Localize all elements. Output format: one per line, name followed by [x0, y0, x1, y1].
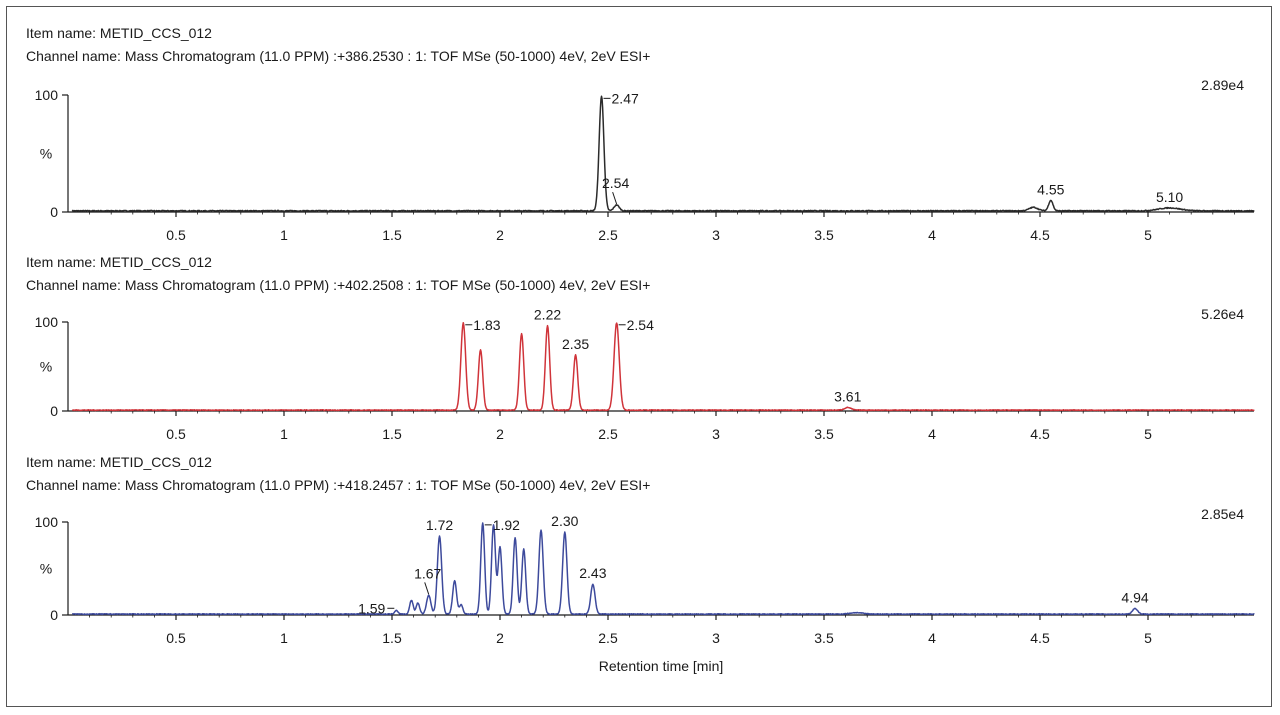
- x-tick-label: 2.5: [598, 426, 618, 442]
- x-tick-label: 4: [928, 227, 936, 243]
- channel-name-label: Channel name: Mass Chromatogram (11.0 PP…: [26, 477, 650, 493]
- peak-label: 1.72: [426, 517, 453, 533]
- x-tick-label: 4.5: [1030, 426, 1050, 442]
- x-tick-label: 5: [1144, 227, 1152, 243]
- peak-label: 1.83: [473, 317, 500, 333]
- chromatogram-trace: [71, 321, 1255, 412]
- x-tick-label: 3.5: [814, 630, 834, 646]
- x-tick-label: 5: [1144, 426, 1152, 442]
- x-tick-label: 0.5: [166, 227, 186, 243]
- x-tick-label: 4.5: [1030, 630, 1050, 646]
- figure-frame: [6, 6, 1272, 707]
- peak-label: 5.10: [1156, 189, 1183, 205]
- y-axis-label: %: [40, 359, 52, 375]
- y-tick-label: 0: [50, 204, 58, 220]
- x-tick-label: 3.5: [814, 227, 834, 243]
- x-tick-label: 1: [280, 227, 288, 243]
- y-tick-label: 0: [50, 607, 58, 623]
- peak-label-leader: [612, 191, 618, 205]
- channel-name-label: Channel name: Mass Chromatogram (11.0 PP…: [26, 48, 650, 64]
- peak-label: 2.30: [551, 513, 578, 529]
- x-axis-label: Retention time [min]: [599, 658, 724, 674]
- item-name-label: Item name: METID_CCS_012: [26, 25, 212, 41]
- peak-label: 2.22: [534, 306, 561, 322]
- y-tick-label: 100: [35, 314, 59, 330]
- x-tick-label: 1.5: [382, 630, 402, 646]
- peak-label: 4.55: [1037, 181, 1064, 197]
- x-tick-label: 2: [496, 630, 504, 646]
- x-tick-label: 3: [712, 227, 720, 243]
- y-axis-label: %: [40, 146, 52, 162]
- peak-label: 4.94: [1121, 589, 1148, 605]
- x-tick-label: 4.5: [1030, 227, 1050, 243]
- peak-label: 2.43: [579, 565, 606, 581]
- peak-label: 1.59: [358, 600, 385, 616]
- peak-label: 1.92: [493, 517, 520, 533]
- chromatogram-trace: [71, 95, 1255, 213]
- peak-label: 2.47: [612, 90, 639, 106]
- channel-name-label: Channel name: Mass Chromatogram (11.0 PP…: [26, 277, 650, 293]
- peak-label: 3.61: [834, 388, 861, 404]
- x-tick-label: 3: [712, 630, 720, 646]
- peak-label: 1.67: [414, 565, 441, 581]
- y-tick-label: 100: [35, 514, 59, 530]
- x-tick-label: 2.5: [598, 227, 618, 243]
- x-tick-label: 2: [496, 426, 504, 442]
- x-tick-label: 4: [928, 426, 936, 442]
- x-tick-label: 5: [1144, 630, 1152, 646]
- intensity-scale-label: 2.89e4: [1201, 77, 1244, 93]
- x-tick-label: 0.5: [166, 426, 186, 442]
- y-axis-label: %: [40, 561, 52, 577]
- y-tick-label: 0: [50, 403, 58, 419]
- x-tick-label: 1: [280, 630, 288, 646]
- intensity-scale-label: 2.85e4: [1201, 506, 1244, 522]
- x-tick-label: 0.5: [166, 630, 186, 646]
- x-tick-label: 2.5: [598, 630, 618, 646]
- x-tick-label: 1: [280, 426, 288, 442]
- y-tick-label: 100: [35, 87, 59, 103]
- x-tick-label: 1.5: [382, 227, 402, 243]
- peak-label: 2.35: [562, 336, 589, 352]
- item-name-label: Item name: METID_CCS_012: [26, 454, 212, 470]
- peak-label-leader: [424, 582, 430, 595]
- peak-label: 2.54: [627, 317, 654, 333]
- x-tick-label: 2: [496, 227, 504, 243]
- x-tick-label: 3.5: [814, 426, 834, 442]
- x-tick-label: 3: [712, 426, 720, 442]
- intensity-scale-label: 5.26e4: [1201, 306, 1244, 322]
- chromatogram-trace: [71, 522, 1255, 616]
- x-tick-label: 1.5: [382, 426, 402, 442]
- x-tick-label: 4: [928, 630, 936, 646]
- item-name-label: Item name: METID_CCS_012: [26, 254, 212, 270]
- peak-label: 2.54: [602, 175, 629, 191]
